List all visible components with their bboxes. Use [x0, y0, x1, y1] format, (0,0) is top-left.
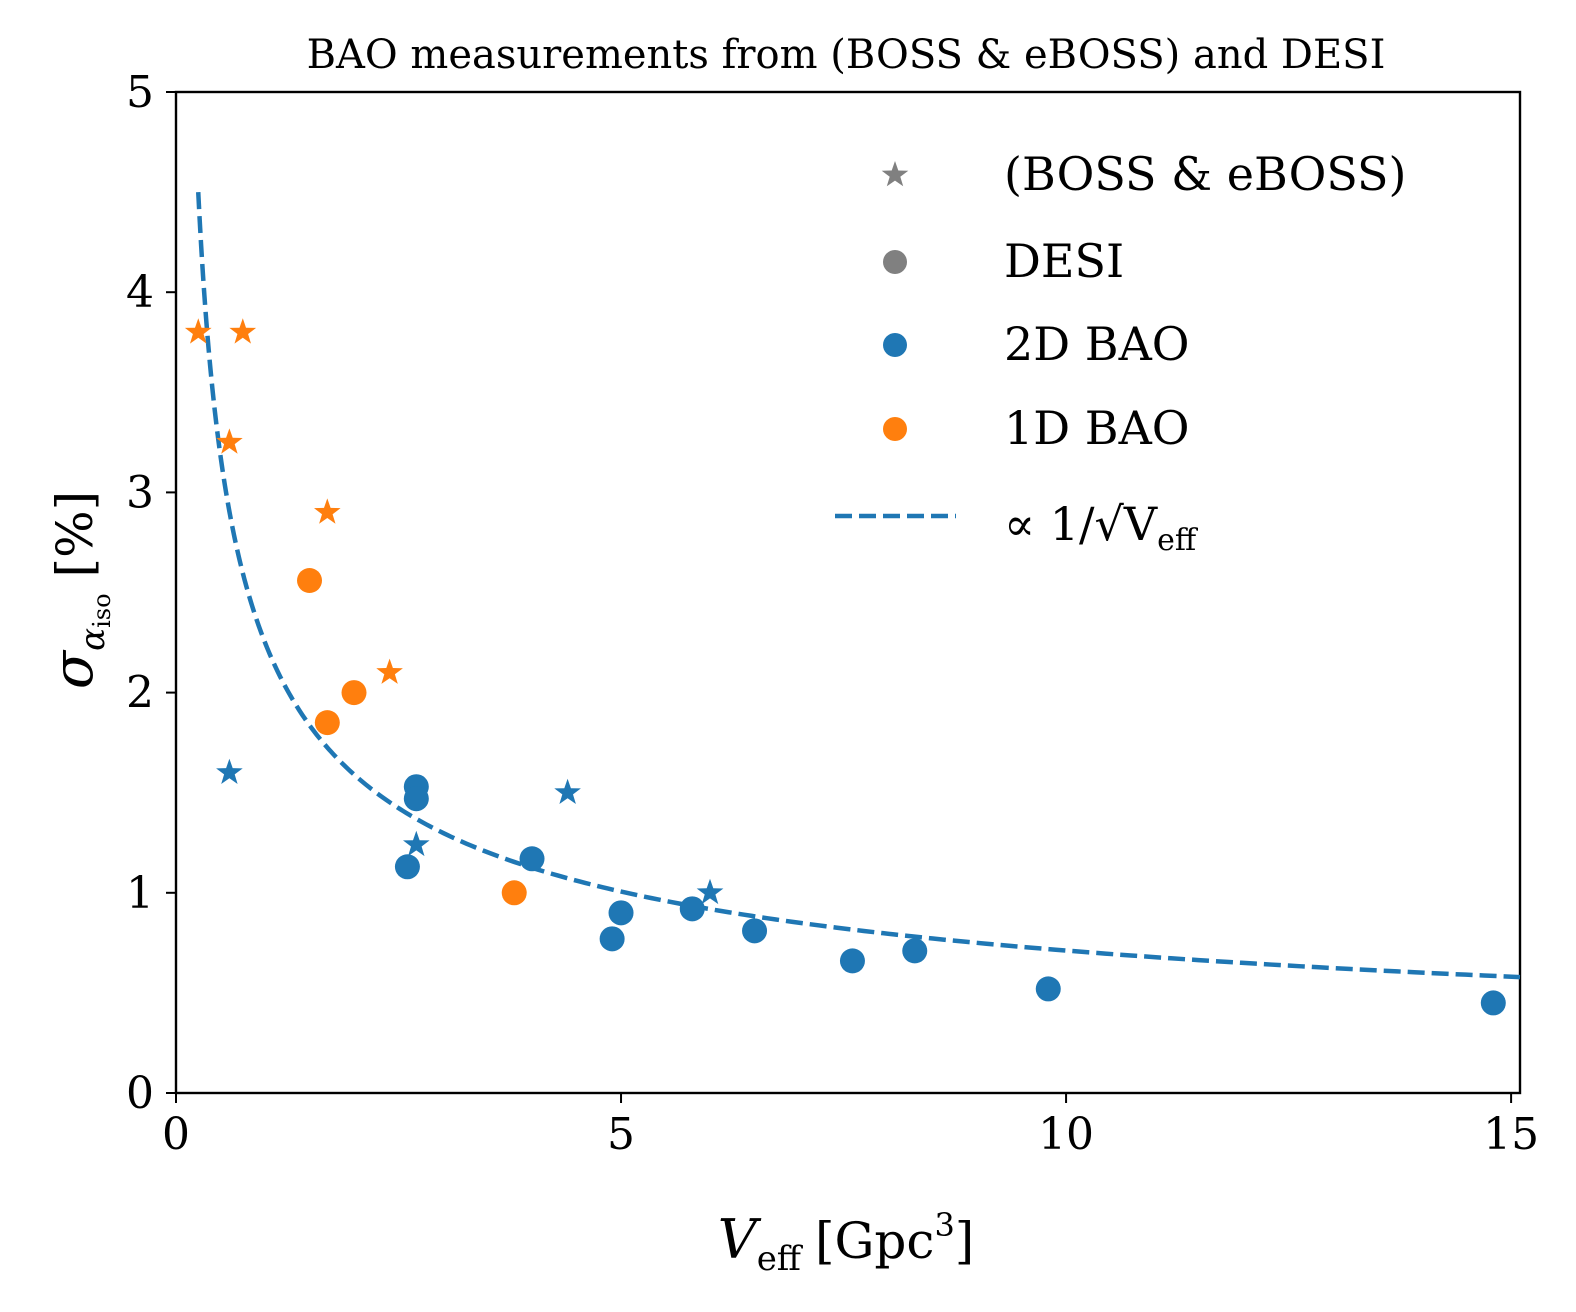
legend-label-fit-sub: eff: [1157, 523, 1199, 558]
circle-marker: [314, 710, 340, 736]
star-marker: [216, 758, 243, 784]
star-marker: [314, 498, 341, 524]
circle-marker: [341, 680, 367, 706]
star-marker: [216, 428, 243, 454]
legend-circle-marker-1d: [883, 417, 907, 441]
x-axis-label: Veff [Gpc3]: [718, 1206, 975, 1279]
legend-entry-fit: ∝ 1/√Veff: [835, 497, 1199, 558]
x-axis-label-sub: eff: [757, 1239, 804, 1279]
legend-entry-2d-bao: 2D BAO: [883, 317, 1190, 371]
y-axis-label-main: σ: [41, 649, 106, 689]
star-marker: [696, 878, 724, 905]
y-axis-label-sub2: iso: [88, 593, 116, 627]
chart-title: BAO measurements from (BOSS & eBOSS) and…: [307, 32, 1386, 78]
x-tick-label: 15: [1483, 1109, 1539, 1160]
x-axis-label-main: V: [718, 1208, 762, 1271]
y-axis-label-sub1: α: [73, 628, 113, 651]
legend-entry-desi: DESI: [883, 234, 1124, 288]
circle-marker: [742, 918, 768, 944]
y-tick-label: 1: [126, 868, 154, 919]
legend-star-marker: [881, 161, 909, 187]
circle-marker: [1035, 976, 1061, 1002]
circle-marker: [501, 880, 527, 906]
star-marker: [554, 778, 581, 804]
circle-marker: [403, 786, 429, 812]
fit-curve-group: [196, 191, 1521, 980]
x-tick-label: 0: [162, 1109, 190, 1160]
x-axis-label-sup: 3: [934, 1206, 954, 1244]
x-tick-label: 10: [1038, 1109, 1094, 1160]
circle-marker: [394, 854, 420, 880]
y-axis-label-unit: [%]: [46, 491, 104, 578]
x-tick-label: 5: [607, 1109, 635, 1160]
star-marker: [184, 318, 212, 344]
legend-label-fit-main: ∝ 1/√V: [1004, 497, 1158, 551]
legend-label-2d-bao: 2D BAO: [1004, 317, 1190, 371]
star-marker: [376, 658, 403, 684]
legend-label-fit: ∝ 1/√Veff: [1004, 497, 1199, 558]
legend: (BOSS & eBOSS) DESI 2D BAO 1D BAO ∝ 1/√V…: [835, 147, 1406, 558]
legend-label-1d-bao: 1D BAO: [1004, 401, 1190, 455]
data-marks: [184, 318, 1506, 1016]
fit-curve-line: [196, 191, 1521, 980]
y-tick-label: 2: [126, 668, 154, 719]
circle-marker: [902, 938, 928, 964]
y-tick-label: 0: [126, 1068, 154, 1119]
legend-circle-marker-2d: [883, 333, 907, 357]
y-tick-label: 3: [126, 467, 154, 518]
plot-area-frame: [174, 90, 1522, 1095]
legend-label-boss-eboss: (BOSS & eBOSS): [1004, 147, 1406, 201]
legend-entry-boss-eboss: (BOSS & eBOSS): [881, 147, 1406, 201]
x-axis-label-close: ]: [955, 1212, 975, 1270]
y-tick-label: 4: [126, 267, 154, 318]
y-axis-ticks: 0 1 2 3 4 5: [126, 67, 176, 1119]
y-axis-label: σαiso [%]: [41, 491, 116, 689]
legend-label-desi: DESI: [1004, 234, 1124, 288]
x-axis-label-unit: [Gpc: [815, 1212, 934, 1270]
star-marker: [403, 830, 430, 857]
circle-marker: [297, 567, 323, 593]
circle-marker: [599, 926, 625, 952]
circle-marker: [1480, 990, 1506, 1016]
circle-marker: [839, 948, 865, 974]
circle-marker: [519, 846, 545, 872]
y-tick-label: 5: [126, 67, 154, 118]
legend-entry-1d-bao: 1D BAO: [883, 401, 1190, 455]
circle-marker: [679, 896, 705, 922]
legend-circle-marker-desi: [883, 250, 907, 274]
x-axis-ticks: 0 5 10 15: [162, 1093, 1539, 1160]
circle-marker: [608, 900, 634, 926]
star-marker: [229, 318, 257, 344]
